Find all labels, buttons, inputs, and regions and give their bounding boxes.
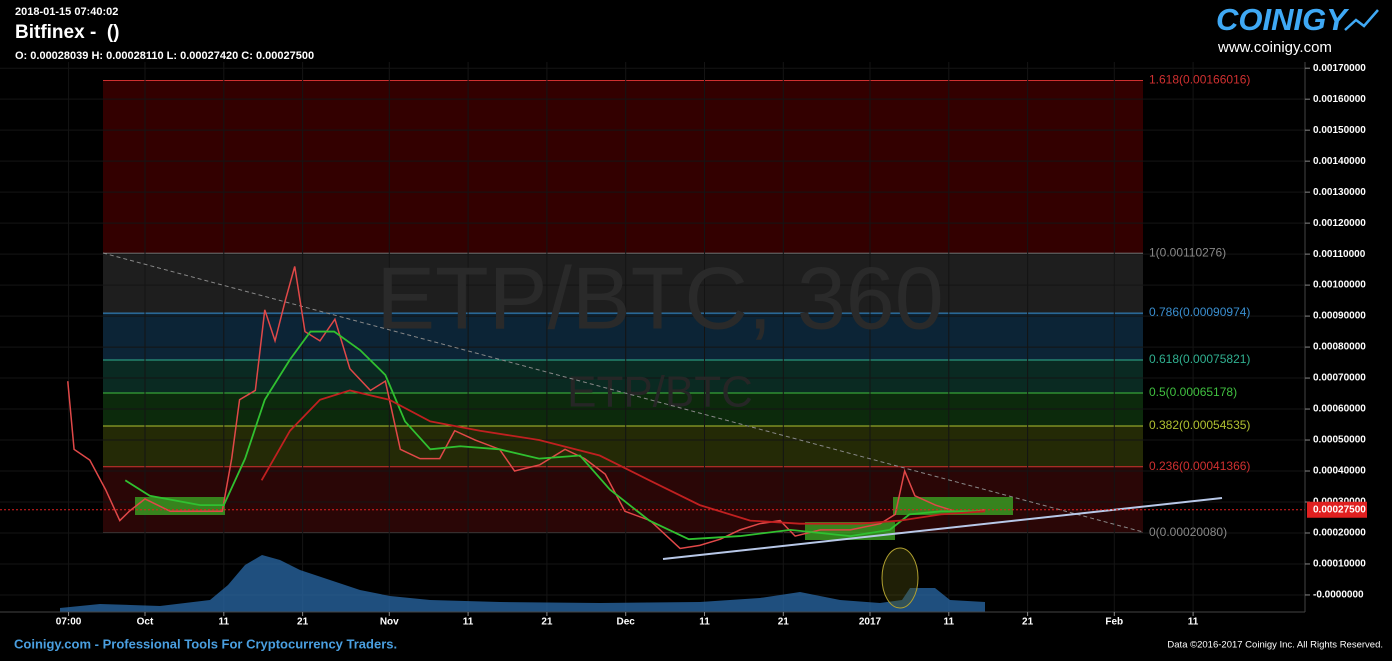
- x-tick-label: 11: [219, 617, 230, 628]
- x-tick-label: 11: [699, 617, 710, 628]
- volume-area: [60, 555, 985, 612]
- timestamp: 2018-01-15 07:40:02: [15, 6, 118, 18]
- fib-label: 0(0.00020080): [1149, 525, 1227, 539]
- price-line: [67, 266, 986, 550]
- x-tick-label: Oct: [137, 617, 154, 628]
- plot: [0, 266, 1305, 550]
- fib-label: 0.236(0.00041366): [1149, 459, 1250, 473]
- y-tick-label: 0.00110000: [1313, 249, 1366, 260]
- y-tick-label: 0.00140000: [1313, 156, 1366, 167]
- fib-zone: [103, 360, 1143, 393]
- y-tick-label: 0.00070000: [1313, 373, 1366, 384]
- y-tick-label: 0.00150000: [1313, 125, 1366, 136]
- fib-label: 1(0.00110276): [1149, 245, 1226, 259]
- y-tick-label: 0.00160000: [1313, 94, 1366, 105]
- y-tick-label: 0.00100000: [1313, 280, 1366, 291]
- ohlc: O: 0.00028039 H: 0.00028110 L: 0.0002742…: [15, 50, 314, 62]
- range-box: [893, 497, 1013, 515]
- y-tick-label: 0.00090000: [1313, 311, 1366, 322]
- price-line: [260, 389, 986, 525]
- y-tick-label: 0.00130000: [1313, 187, 1366, 198]
- x-tick-label: 21: [778, 617, 790, 628]
- price-line: [124, 330, 986, 541]
- fib-label: 0.5(0.00065178): [1149, 385, 1237, 399]
- trend-line: [102, 252, 1144, 533]
- x-tick-label: 11: [1188, 617, 1199, 628]
- x-tick-label: 11: [944, 617, 955, 628]
- fib-zone: [103, 253, 1143, 314]
- y-tick-label: 0.00020000: [1313, 528, 1366, 539]
- fib-label: 0.618(0.00075821): [1149, 352, 1250, 366]
- y-tick-label: 0.00170000: [1313, 63, 1366, 74]
- x-tick-label: 11: [463, 617, 474, 628]
- axes: 1.618(0.00166016) 1(0.00110276) 0.786(0.00…: [56, 63, 1367, 628]
- watermark: ETP/BTC, 360: [376, 248, 943, 347]
- x-tick-label: Dec: [617, 617, 636, 628]
- range-box: [135, 497, 225, 515]
- y-tick-label: 0.00080000: [1313, 342, 1366, 353]
- x-tick-label: 21: [1022, 617, 1034, 628]
- fib-label: 0.786(0.00090974): [1149, 305, 1250, 319]
- x-tick-label: 21: [541, 617, 553, 628]
- logo-graph: [1344, 9, 1379, 31]
- last-price-tag: [1307, 501, 1367, 518]
- x-tick-label: 21: [297, 617, 309, 628]
- price-axis: [1305, 62, 1392, 612]
- footer-copyright: Data ©2016-2017 Coinigy Inc. All Rights …: [1167, 640, 1383, 651]
- highlight-ellipse: [881, 547, 919, 609]
- y-tick-label: 0.00040000: [1313, 466, 1366, 477]
- x-tick-label: 2017: [859, 617, 882, 628]
- x-tick-label: Feb: [1105, 617, 1123, 628]
- logo-brand: COINIGY: [1216, 2, 1350, 37]
- x-tick-label: 07:00: [56, 617, 82, 628]
- watermark-sub: ETP/BTC: [567, 368, 753, 417]
- last-price-label: 0.00027500: [1313, 504, 1366, 515]
- fib-zones: [103, 80, 1143, 534]
- fib-label: 1.618(0.00166016): [1149, 73, 1250, 87]
- fib-zone: [103, 425, 1143, 467]
- y-tick-label: 0.00060000: [1313, 404, 1366, 415]
- y-tick-label: 0.00050000: [1313, 435, 1366, 446]
- y-tick-label: 0.00120000: [1313, 218, 1366, 229]
- x-tick-label: Nov: [380, 617, 399, 628]
- y-tick-label: 0.00010000: [1313, 559, 1366, 570]
- logo-url: www.coinigy.com: [1217, 39, 1332, 56]
- y-tick-label: -0.0000000: [1313, 590, 1364, 601]
- fib-zone: [103, 80, 1143, 254]
- exchange-title: Bitfinex - (): [15, 22, 120, 43]
- footer-tagline: Coinigy.com - Professional Tools For Cry…: [14, 636, 397, 651]
- fib-label: 0.382(0.00054535): [1149, 418, 1250, 432]
- support-line: [662, 497, 1223, 560]
- grid: [0, 62, 1305, 612]
